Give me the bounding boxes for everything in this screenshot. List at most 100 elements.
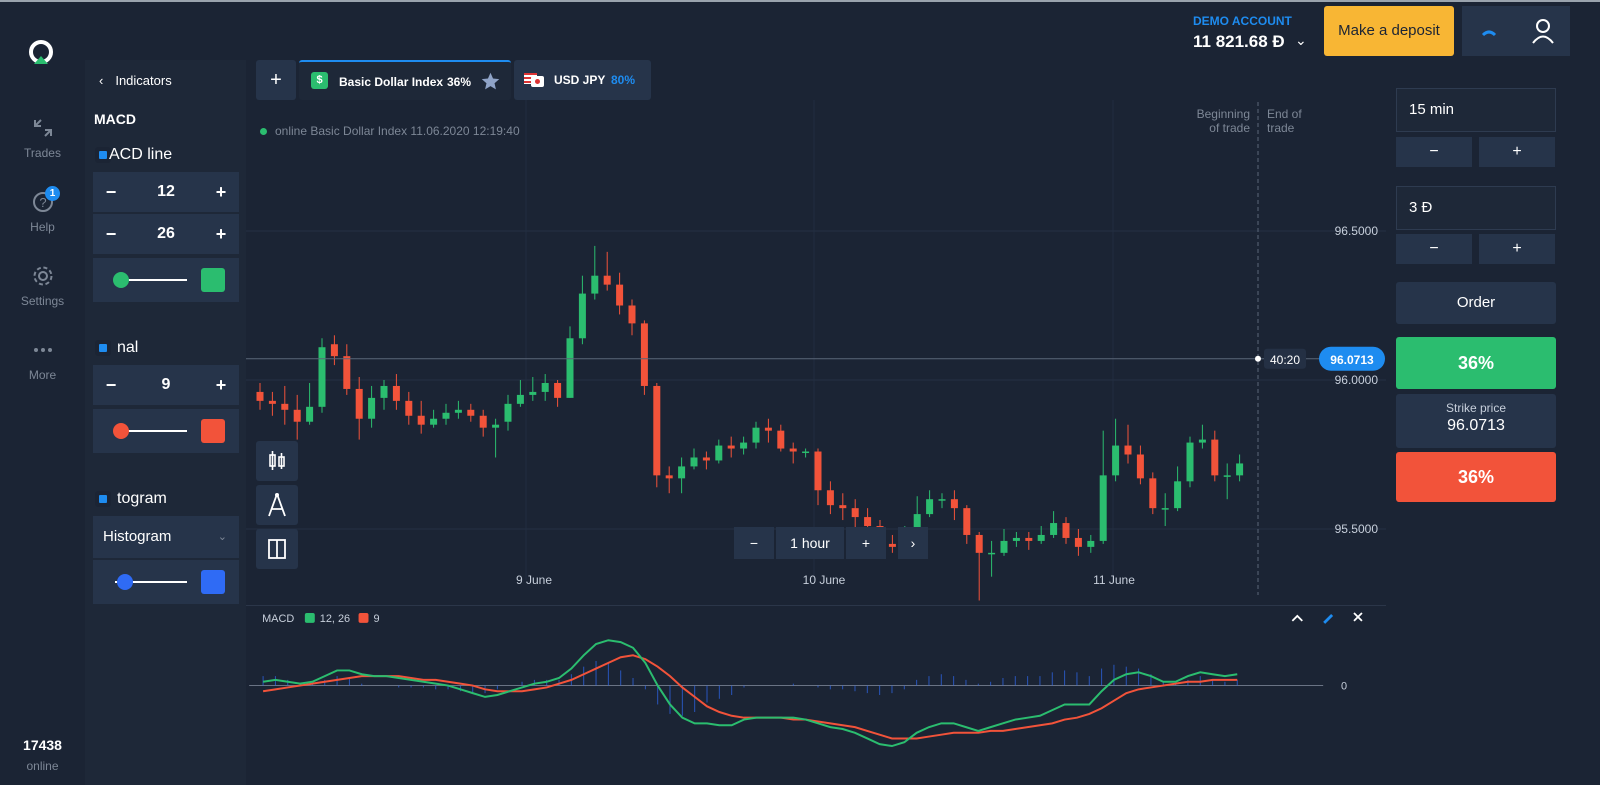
candle xyxy=(1025,537,1033,541)
candle xyxy=(950,499,958,509)
nav-settings[interactable]: Settings xyxy=(0,264,85,308)
end-of-trade-label: End of trade xyxy=(1267,107,1302,135)
histogram-width-slider[interactable] xyxy=(115,581,187,583)
fast-plus-button[interactable]: + xyxy=(215,182,227,202)
nav-trades[interactable]: Trades xyxy=(0,116,85,160)
amount-plus-button[interactable]: + xyxy=(1479,234,1555,264)
timeframe-value[interactable]: 1 hour xyxy=(776,527,844,559)
price-chart[interactable]: 40:20 96.0713 96.5000 96.0000 95.5000 9 June 1… xyxy=(246,100,1386,605)
logo-icon[interactable] xyxy=(27,40,55,68)
candle xyxy=(963,508,971,535)
signal-period-stepper[interactable]: − 9 + xyxy=(93,365,239,405)
tab-asset-payout: 80% xyxy=(611,73,636,87)
signal-style-row xyxy=(93,409,239,453)
tab-basic-dollar-index[interactable]: $ Basic Dollar Index 36% xyxy=(299,60,511,100)
macd-width-slider-knob[interactable] xyxy=(113,272,129,288)
duration-field[interactable]: 15 min xyxy=(1396,88,1556,132)
sound-button[interactable] xyxy=(1462,6,1516,56)
fast-period-value[interactable]: 12 xyxy=(157,183,175,200)
candle xyxy=(442,412,450,419)
candle xyxy=(839,505,847,509)
candle xyxy=(281,403,289,410)
close-icon xyxy=(1353,612,1363,622)
candle xyxy=(355,388,363,419)
scroll-right-button[interactable]: › xyxy=(898,527,928,559)
histogram-color-swatch[interactable] xyxy=(201,570,225,594)
candle xyxy=(603,275,611,285)
timer-badge xyxy=(1264,348,1306,369)
indicators-back-button[interactable]: ‹ Indicators xyxy=(99,73,172,88)
signal-plus-button[interactable]: + xyxy=(215,375,227,395)
signal-width-slider-knob[interactable] xyxy=(113,423,129,439)
candle xyxy=(1186,442,1194,482)
signal-checkbox[interactable] xyxy=(95,340,111,356)
signal-legend-swatch xyxy=(358,612,369,623)
order-button[interactable]: Order xyxy=(1396,282,1556,324)
drawing-tools-button[interactable] xyxy=(256,485,298,525)
chevron-down-icon: ⌄ xyxy=(217,531,227,543)
candle xyxy=(1050,523,1058,535)
tab-usd-jpy[interactable]: USD JPY 80% xyxy=(514,60,651,100)
candle xyxy=(653,385,661,476)
histogram-label: togram xyxy=(117,490,167,507)
histogram-width-slider-knob[interactable] xyxy=(117,574,133,590)
macd-width-slider[interactable] xyxy=(115,279,187,281)
amount-minus-button[interactable]: − xyxy=(1396,234,1472,264)
call-up-button[interactable]: 36% xyxy=(1396,337,1556,389)
chart-type-button[interactable] xyxy=(256,441,298,481)
account-balance[interactable]: 11 821.68 Đ xyxy=(1193,32,1285,51)
duration-plus-button[interactable]: + xyxy=(1479,137,1555,167)
online-status-text: online Basic Dollar Index 11.06.2020 12:… xyxy=(275,124,520,138)
signal-minus-button[interactable]: − xyxy=(105,375,117,395)
dollar-icon: $ xyxy=(311,72,328,89)
histogram-checkbox[interactable] xyxy=(95,491,111,507)
nav-settings-label: Settings xyxy=(20,294,65,308)
candle xyxy=(616,284,624,306)
candle xyxy=(1211,439,1219,476)
fast-period-stepper[interactable]: − 12 + xyxy=(93,172,239,212)
signal-color-swatch[interactable] xyxy=(201,419,225,443)
nav-help[interactable]: ? 1 Help xyxy=(0,186,85,234)
star-icon[interactable] xyxy=(480,71,501,92)
slow-period-value[interactable]: 26 xyxy=(157,225,175,242)
account-type-label[interactable]: DEMO ACCOUNT xyxy=(1193,14,1292,28)
duration-minus-button[interactable]: − xyxy=(1396,137,1472,167)
end-label-line1: End of xyxy=(1267,107,1302,121)
layout-button[interactable] xyxy=(256,529,298,569)
candle xyxy=(318,347,326,407)
candle xyxy=(1087,540,1095,547)
slow-minus-button[interactable]: − xyxy=(105,224,117,244)
y-tick-label: 96.0000 xyxy=(1335,373,1379,387)
add-asset-button[interactable]: + xyxy=(256,60,296,100)
chevron-down-icon[interactable]: ⌄ xyxy=(1295,32,1307,48)
y-tick-label: 95.5000 xyxy=(1335,522,1379,536)
indicator-title: MACD xyxy=(94,111,136,127)
put-down-button[interactable]: 36% xyxy=(1396,452,1556,502)
histogram-type-select[interactable]: Histogram ⌄ xyxy=(93,516,239,558)
zoom-in-button[interactable]: + xyxy=(846,527,886,559)
candle xyxy=(1124,445,1132,455)
signal-legend-label: 9 xyxy=(373,613,379,625)
slow-period-stepper[interactable]: − 26 + xyxy=(93,214,239,254)
fast-minus-button[interactable]: − xyxy=(105,182,117,202)
slow-plus-button[interactable]: + xyxy=(215,224,227,244)
macd-legend-swatch xyxy=(304,612,315,623)
macd-line-checkbox[interactable] xyxy=(95,147,111,163)
macd-color-swatch[interactable] xyxy=(201,268,225,292)
candle xyxy=(851,508,859,518)
candle xyxy=(454,409,462,413)
candle xyxy=(814,451,822,491)
candle xyxy=(343,356,351,389)
signal-period-value[interactable]: 9 xyxy=(161,376,171,393)
profile-button[interactable] xyxy=(1516,6,1570,56)
candle xyxy=(578,293,586,339)
signal-label: nal xyxy=(117,339,139,356)
nav-more[interactable]: More xyxy=(0,338,85,382)
make-deposit-button[interactable]: Make a deposit xyxy=(1324,6,1454,56)
candle xyxy=(628,305,636,324)
candle xyxy=(554,382,562,398)
candle xyxy=(591,275,599,294)
signal-width-slider[interactable] xyxy=(115,430,187,432)
zoom-out-button[interactable]: − xyxy=(734,527,774,559)
amount-field[interactable]: 3 Đ xyxy=(1396,186,1556,230)
